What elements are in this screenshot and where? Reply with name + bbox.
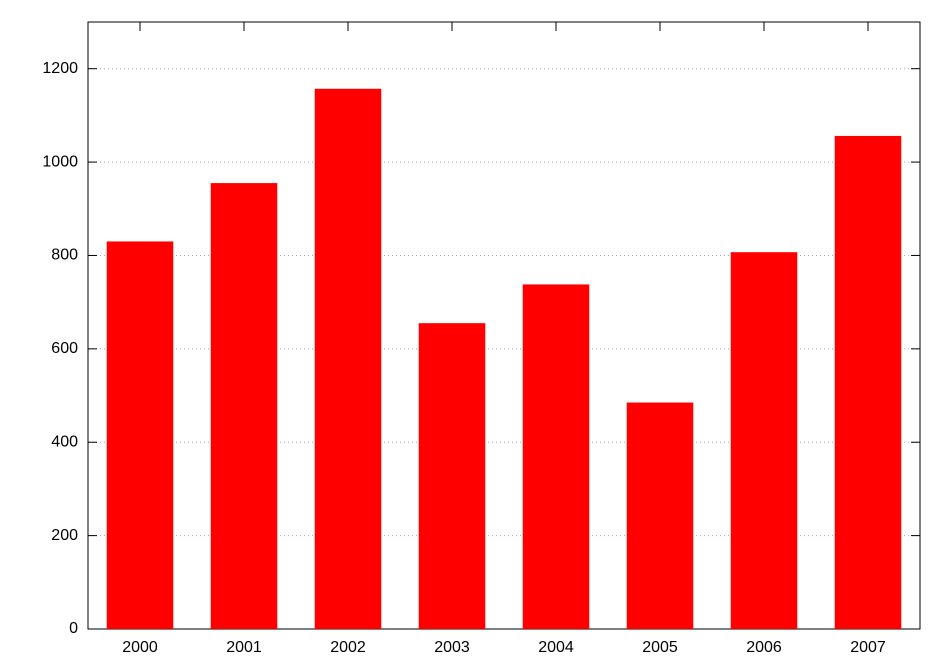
- bar: [834, 135, 902, 629]
- y-tick-label: 800: [51, 247, 78, 264]
- bar: [730, 252, 798, 630]
- bar: [314, 88, 382, 629]
- bar: [210, 183, 278, 630]
- bar: [418, 323, 486, 629]
- bar: [626, 402, 694, 629]
- x-tick-label: 2006: [746, 639, 782, 656]
- x-tick-label: 2000: [122, 639, 158, 656]
- x-tick-label: 2004: [538, 639, 574, 656]
- y-tick-label: 200: [51, 527, 78, 544]
- y-tick-label: 400: [51, 433, 78, 450]
- x-tick-label: 2001: [226, 639, 262, 656]
- y-tick-label: 1000: [42, 153, 78, 170]
- plot-frame: [87, 21, 921, 630]
- y-tick-label: 600: [51, 340, 78, 357]
- x-tick-label: 2002: [330, 639, 366, 656]
- bar: [522, 284, 590, 629]
- bar: [106, 241, 174, 629]
- y-tick-label: 0: [69, 620, 78, 637]
- x-tick-label: 2007: [850, 639, 886, 656]
- x-tick-label: 2005: [642, 639, 678, 656]
- x-tick-label: 2003: [434, 639, 470, 656]
- y-tick-label: 1200: [42, 60, 78, 77]
